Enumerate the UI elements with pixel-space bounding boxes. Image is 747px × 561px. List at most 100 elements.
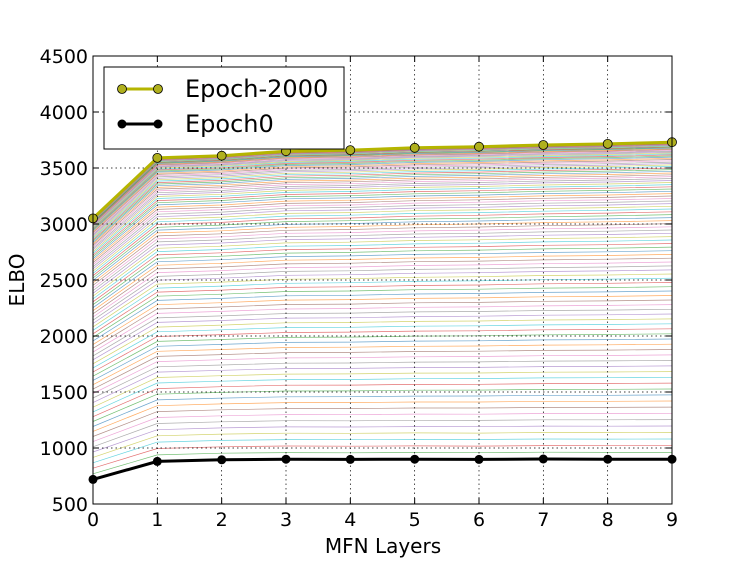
intermediate-series-line [92, 232, 673, 294]
intermediate-series-line [92, 243, 673, 303]
intermediate-series-line [92, 147, 673, 224]
intermediate-series-line [92, 295, 673, 345]
intermediate-series-line [92, 376, 673, 413]
x-axis-title: MFN Layers [325, 534, 441, 558]
y-tick-label: 4000 [40, 102, 88, 124]
intermediate-series-line [92, 154, 673, 230]
intermediate-series-line [92, 150, 673, 226]
intermediate-series-line [92, 172, 673, 244]
intermediate-series-line [92, 205, 673, 272]
intermediate-series-line [92, 432, 673, 458]
legend-label-epoch-2000: Epoch-2000 [185, 75, 328, 103]
legend-marker-epoch0 [117, 119, 127, 129]
intermediate-series-line [92, 226, 673, 289]
intermediate-series-line [92, 265, 673, 321]
axis-ticks [92, 55, 673, 505]
intermediate-series-line [92, 406, 673, 437]
intermediate-series-line [92, 290, 673, 342]
series-point-epoch0 [152, 456, 162, 466]
intermediate-series-line [92, 184, 673, 254]
intermediate-series-line [92, 236, 673, 297]
intermediate-series-line [92, 151, 673, 227]
intermediate-series-line [92, 257, 673, 315]
intermediate-series-line [92, 323, 673, 369]
intermediate-series-line [92, 146, 673, 223]
intermediate-series-line [92, 220, 673, 284]
series-point-epoch0 [603, 454, 613, 464]
intermediate-series-line [92, 354, 673, 394]
intermediate-series-line [92, 198, 673, 265]
x-tick-label: 4 [344, 509, 356, 531]
y-tick-label: 3500 [40, 158, 88, 180]
intermediate-series-line [92, 299, 673, 349]
series-point-epoch0 [474, 454, 484, 464]
y-tick-label: 2500 [40, 270, 88, 292]
y-tick-label: 1500 [40, 382, 88, 404]
intermediate-series-line [92, 163, 673, 237]
legend-box [103, 66, 345, 150]
intermediate-series-line [92, 400, 673, 432]
intermediate-series-line [92, 144, 673, 221]
x-tick-labels: 0 1 2 3 4 5 6 7 8 9 [87, 509, 678, 531]
x-tick-label: 5 [409, 509, 421, 531]
intermediate-series-line [92, 349, 673, 390]
intermediate-series-line [92, 149, 673, 226]
series-line-epoch0 [92, 457, 672, 481]
intermediate-series-line [92, 360, 673, 399]
intermediate-series-line [92, 155, 673, 230]
intermediate-series-line [92, 282, 673, 335]
series-point-epoch-2000 [152, 152, 163, 163]
intermediate-series-line [92, 382, 673, 418]
intermediate-series-line [92, 170, 673, 243]
series-point-epoch-2000 [409, 142, 420, 153]
intermediate-series-line [92, 188, 673, 258]
intermediate-series-line [92, 438, 673, 464]
x-tick-label: 2 [216, 509, 228, 531]
series-line-epoch-2000 [91, 140, 673, 220]
intermediate-series-line [92, 223, 673, 286]
intermediate-series-line [92, 200, 673, 268]
x-tick-label: 7 [537, 509, 549, 531]
intermediate-series-line [92, 451, 672, 475]
legend-marker-epoch0 [153, 119, 163, 129]
intermediate-series-line [92, 217, 673, 281]
intermediate-series-line [92, 152, 673, 228]
intermediate-series-line [92, 161, 673, 236]
intermediate-series-line [92, 365, 673, 403]
intermediate-series-line [92, 214, 673, 279]
intermediate-series-line [92, 328, 673, 373]
intermediate-series-line [92, 144, 673, 222]
intermediate-series-line [92, 445, 672, 469]
series-point-epoch-2000 [474, 141, 484, 152]
intermediate-series-line [92, 425, 673, 453]
intermediate-series-line [92, 160, 673, 234]
intermediate-series-line [92, 388, 673, 422]
series-point-epoch-2000 [602, 138, 613, 149]
intermediate-series-line [92, 148, 673, 225]
intermediate-series-line [92, 186, 673, 256]
series-point-epoch0 [281, 454, 291, 464]
series-point-epoch-2000 [345, 145, 356, 156]
intermediate-series-line [92, 164, 673, 238]
intermediate-series-line [92, 145, 673, 222]
intermediate-series-line [92, 195, 673, 263]
x-tick-label: 6 [473, 509, 485, 531]
intermediate-series-line [92, 193, 673, 261]
series-point-epoch0 [217, 455, 227, 465]
legend: Epoch-2000 Epoch0 [103, 66, 345, 150]
series-point-epoch-2000 [538, 140, 549, 150]
intermediate-series-line [92, 318, 673, 365]
intermediate-series-line [92, 176, 673, 247]
y-tick-labels: 500 1000 1500 2000 2500 3000 3500 4000 4500 [40, 46, 88, 516]
intermediate-series-line [92, 239, 673, 300]
y-tick-label: 2000 [40, 326, 88, 348]
intermediate-series-line [92, 167, 673, 240]
series-point-epoch0 [410, 454, 420, 464]
intermediate-series-line [92, 208, 673, 274]
intermediate-series-line [92, 169, 673, 242]
intermediate-series-line [92, 338, 673, 381]
intermediate-series-line [92, 254, 673, 311]
intermediate-series-line [92, 273, 673, 328]
intermediate-series-line [92, 333, 673, 377]
intermediate-series-line [92, 180, 673, 251]
